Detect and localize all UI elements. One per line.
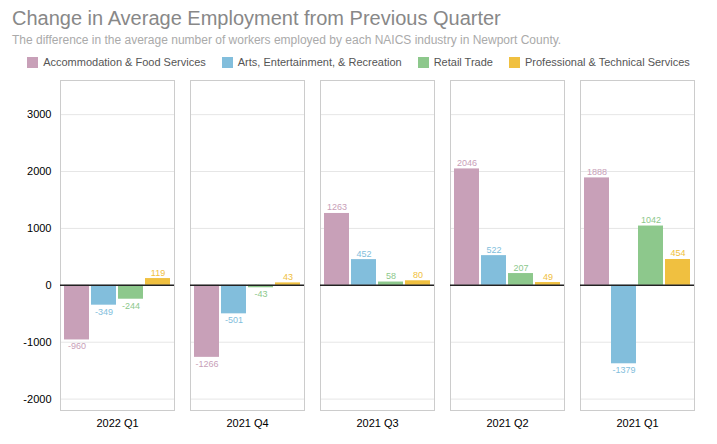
svg-text:1000: 1000 bbox=[27, 222, 51, 234]
svg-text:2022 Q1: 2022 Q1 bbox=[96, 417, 138, 429]
svg-text:1888: 1888 bbox=[587, 167, 607, 177]
svg-text:-960: -960 bbox=[68, 341, 86, 351]
html-text:The difference in the average: The difference in the average number of … bbox=[12, 33, 562, 47]
svg-text:-2000: -2000 bbox=[23, 393, 51, 405]
svg-text:454: 454 bbox=[670, 248, 685, 258]
html-text:Professional & Technical Servi: Professional & Technical Services bbox=[525, 56, 690, 68]
svg-text:58: 58 bbox=[386, 271, 396, 281]
svg-text:207: 207 bbox=[513, 263, 528, 273]
svg-text:522: 522 bbox=[486, 245, 501, 255]
svg-text:3000: 3000 bbox=[27, 108, 51, 120]
svg-text:1042: 1042 bbox=[641, 215, 661, 225]
html-text:Accommodation & Food Services: Accommodation & Food Services bbox=[43, 56, 206, 68]
svg-text:452: 452 bbox=[356, 249, 371, 259]
svg-text:-244: -244 bbox=[122, 301, 140, 311]
svg-text:-1379: -1379 bbox=[612, 365, 635, 375]
svg-text:2021 Q3: 2021 Q3 bbox=[356, 417, 398, 429]
svg-text:-1000: -1000 bbox=[23, 336, 51, 348]
svg-text:49: 49 bbox=[543, 272, 553, 282]
svg-text:0: 0 bbox=[45, 279, 51, 291]
svg-text:2021 Q1: 2021 Q1 bbox=[616, 417, 658, 429]
svg-text:80: 80 bbox=[413, 270, 423, 280]
html-text:Retail Trade: Retail Trade bbox=[433, 56, 493, 68]
svg-text:-501: -501 bbox=[225, 315, 243, 325]
svg-text:43: 43 bbox=[283, 272, 293, 282]
svg-text:-349: -349 bbox=[95, 307, 113, 317]
svg-text:-43: -43 bbox=[254, 289, 267, 299]
svg-text:2046: 2046 bbox=[457, 158, 477, 168]
svg-text:119: 119 bbox=[151, 268, 165, 278]
html-text:Change in Average Employment f: Change in Average Employment from Previo… bbox=[12, 7, 501, 29]
svg-text:2021 Q4: 2021 Q4 bbox=[226, 417, 268, 429]
svg-text:2021 Q2: 2021 Q2 bbox=[486, 417, 528, 429]
svg-text:1263: 1263 bbox=[327, 202, 347, 212]
html-text:Arts, Entertainment, & Recreat: Arts, Entertainment, & Recreation bbox=[237, 56, 402, 68]
svg-text:2000: 2000 bbox=[27, 165, 51, 177]
svg-text:-1266: -1266 bbox=[195, 359, 218, 369]
